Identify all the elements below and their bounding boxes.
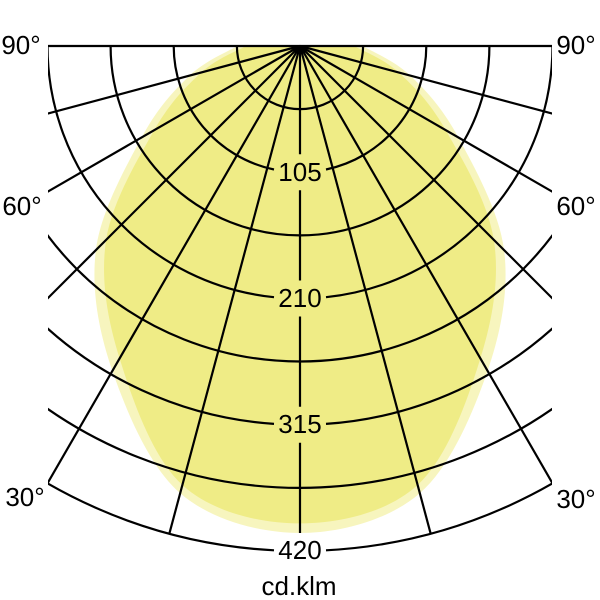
light-distribution-inner-fill: [104, 46, 496, 524]
radial-tick-label-420: 420: [278, 535, 322, 565]
radial-tick-label-315: 315: [278, 409, 322, 439]
angle-gridline-left-45: [48, 45, 301, 300]
radial-gridline-arc-105: [172, 45, 428, 171]
angle-gridline-left-75: [48, 44, 301, 115]
angle-gridline-right-45: [299, 45, 552, 300]
angle-gridline-right-30: [299, 45, 552, 484]
angle-gridline-right-60: [299, 45, 552, 193]
radial-tick-label-105: 105: [278, 157, 322, 187]
radial-gridline-arc-315: [48, 327, 552, 425]
radial-gridline-arc-420: [48, 482, 552, 552]
angle-gridline-left-15: [168, 45, 302, 535]
angle-gridline-right-75: [299, 44, 552, 115]
angle-label-right-30: 30°: [556, 484, 596, 514]
angle-gridline-left-60: [48, 45, 301, 193]
angle-label-left-30: 30°: [5, 482, 45, 512]
angle-label-left-60: 60°: [2, 191, 42, 221]
polar-origin-hub: [292, 46, 308, 54]
angle-label-right-90: 90°: [556, 30, 596, 60]
polar-grid: [48, 44, 552, 552]
radial-tick-label-210: 210: [278, 283, 322, 313]
angle-gridline-left-30: [48, 45, 301, 484]
angle-gridline-right-15: [298, 45, 432, 535]
radial-gridline-arc-210: [48, 45, 552, 299]
angle-label-right-60: 60°: [556, 191, 596, 221]
angle-label-left-90: 90°: [1, 30, 41, 60]
unit-label: cd.klm: [261, 571, 337, 600]
